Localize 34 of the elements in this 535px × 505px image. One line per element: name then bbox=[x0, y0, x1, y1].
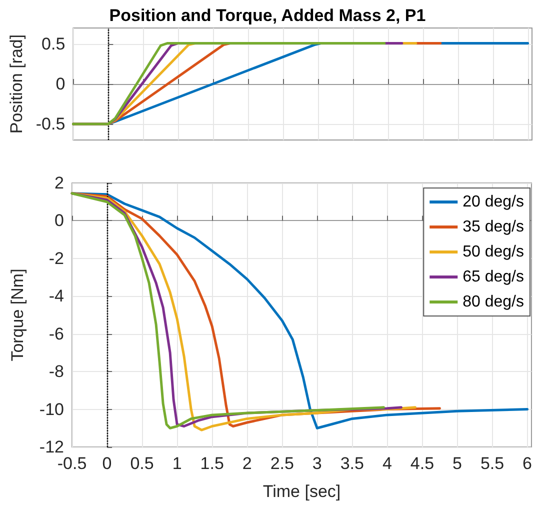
x-tick-label: 5.5 bbox=[480, 454, 504, 473]
line-series bbox=[70, 192, 529, 430]
legend-label: 20 deg/s bbox=[462, 194, 524, 210]
y-tick-label: -12 bbox=[39, 438, 64, 456]
y-tick-label: -8 bbox=[48, 362, 64, 382]
x-tick-label: 1 bbox=[172, 454, 182, 473]
y-tick-label: 0 bbox=[56, 74, 66, 94]
y-tick-label: 2 bbox=[54, 174, 64, 192]
x-tick-label: 0 bbox=[102, 454, 112, 473]
y-tick-label: -6 bbox=[48, 324, 64, 344]
legend-label: 80 deg/s bbox=[462, 294, 524, 310]
y-axis-title: Torque [Nm] bbox=[8, 268, 27, 362]
x-tick-label: 6 bbox=[522, 454, 532, 473]
x-tick-label: 2 bbox=[242, 454, 252, 473]
x-tick-label: 4.5 bbox=[410, 454, 434, 473]
y-tick-label: -2 bbox=[48, 248, 64, 268]
legend-label: 65 deg/s bbox=[462, 268, 524, 286]
x-tick-label: 3 bbox=[312, 454, 322, 473]
y-tick-label: -4 bbox=[48, 286, 64, 306]
legend-label: 50 deg/s bbox=[462, 244, 524, 260]
y-tick-label: 0.5 bbox=[42, 34, 66, 54]
x-tick-label: 0.5 bbox=[130, 454, 154, 473]
x-tick-label: 2.5 bbox=[270, 454, 294, 473]
x-tick-label: 1.5 bbox=[200, 454, 224, 473]
x-tick-label: 4 bbox=[382, 454, 392, 473]
x-tick-label: 3.5 bbox=[340, 454, 364, 473]
y-axis-title: Position [rad] bbox=[7, 34, 26, 134]
y-tick-label: -0.5 bbox=[36, 114, 66, 134]
legend-label: 35 deg/s bbox=[462, 218, 524, 236]
y-tick-label: -10 bbox=[39, 400, 64, 419]
x-tick-label: 5 bbox=[452, 454, 462, 473]
y-tick-label: 0 bbox=[54, 211, 64, 230]
chart-title: Position and Torque, Added Mass 2, P1 bbox=[109, 6, 426, 25]
x-axis-title: Time [sec] bbox=[262, 482, 341, 501]
